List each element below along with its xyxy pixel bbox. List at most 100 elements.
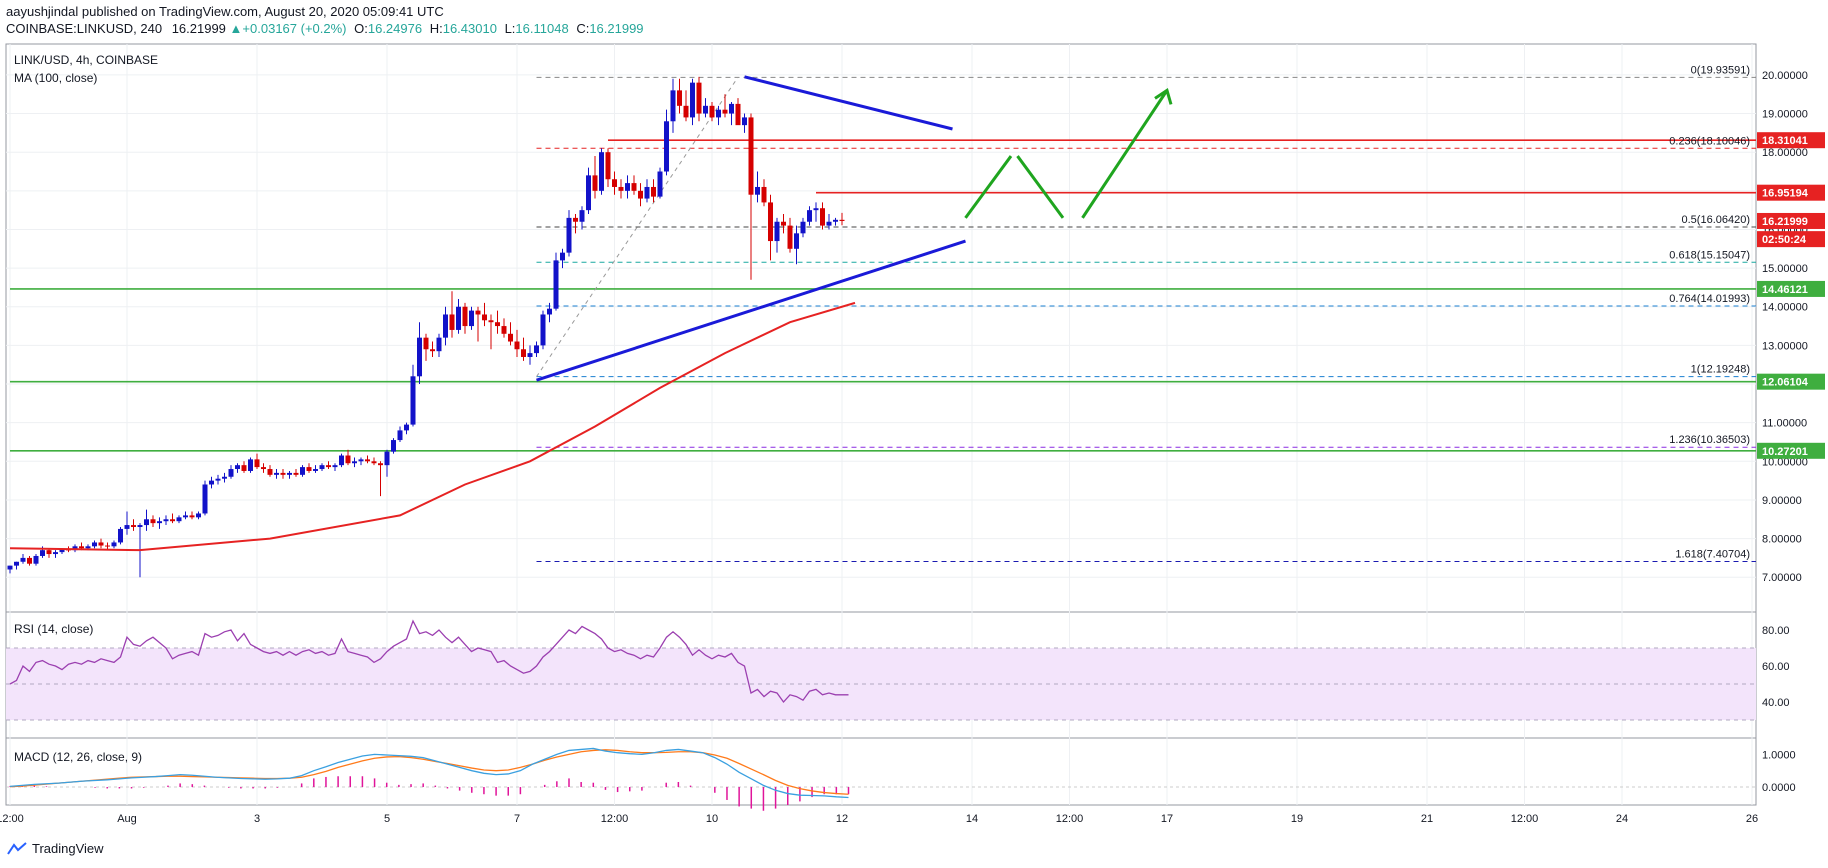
candle-body: [501, 326, 507, 334]
ma-label: MA (100, close): [14, 71, 97, 85]
projection-arrow: [1016, 155, 1065, 219]
candle-body: [241, 465, 247, 471]
candle-body: [261, 467, 266, 470]
candle-body: [449, 314, 455, 330]
price-tag-box: [1757, 373, 1825, 390]
candle-body: [85, 546, 91, 549]
candle-body: [293, 472, 299, 475]
candle-body: [339, 455, 344, 466]
time-tick-label: 12:00: [1511, 813, 1539, 825]
trendline: [536, 239, 966, 382]
candle-body: [131, 525, 136, 527]
candle-body: [371, 461, 377, 464]
candle-body: [404, 424, 409, 431]
candle-body: [111, 542, 117, 547]
price-tag-label: 10.27201: [1762, 446, 1808, 458]
candle-body: [573, 217, 578, 222]
candle-body: [319, 465, 325, 470]
candle-body: [118, 528, 123, 543]
moving-average-series: [9, 301, 856, 552]
candle-body: [170, 519, 175, 522]
time-tick-label: 12:00: [0, 813, 24, 825]
price-tag-box: [1757, 132, 1825, 149]
candle-body: [163, 519, 169, 522]
candle-body: [644, 186, 650, 199]
candle-body: [235, 465, 240, 470]
fibonacci-levels: 0(19.93591) 0.236(18.10046) 0.5(16.06420) 0…: [536, 64, 1756, 562]
candle-body: [657, 171, 663, 197]
footer-brand[interactable]: TradingView: [6, 841, 104, 856]
time-tick-label: Aug: [117, 813, 137, 825]
candle-body: [27, 557, 32, 564]
candle-body: [709, 105, 715, 118]
candle-body: [410, 376, 416, 425]
candle-body: [553, 260, 559, 309]
candle-body: [807, 210, 812, 222]
candle-body: [248, 459, 253, 471]
rsi-tick-label: 80.00: [1762, 625, 1790, 637]
time-tick-label: 3: [254, 813, 260, 825]
projection-arrows: [964, 87, 1173, 219]
candle-body: [664, 121, 669, 172]
price-tick-label: 11.00000: [1762, 418, 1807, 430]
price-tick-label: 15.00000: [1762, 263, 1808, 275]
time-tick-label: 12:00: [601, 813, 629, 825]
candle-body: [742, 117, 747, 126]
time-tick-label: 14: [966, 813, 978, 825]
fib-level-label: 0.618(15.15047): [1669, 249, 1750, 261]
price-tags: 18.31041 16.95194 16.21999 02:50:24 14.46121…: [1757, 132, 1825, 459]
candle-body: [755, 186, 760, 195]
candle-body: [280, 472, 286, 475]
candle-body: [443, 314, 448, 338]
candle-body: [215, 478, 221, 481]
candle-body: [495, 322, 500, 327]
rsi-tick-label: 40.00: [1762, 697, 1790, 709]
candle-body: [157, 521, 162, 524]
price-tag-box: [1757, 280, 1825, 297]
candle-body: [612, 179, 617, 187]
trendlines: [536, 75, 966, 382]
time-tick-label: 12: [836, 813, 848, 825]
low-label: L:: [504, 21, 516, 36]
candle-body: [560, 252, 565, 261]
candle-body: [735, 103, 741, 126]
fib-level-label: 0(19.93591): [1691, 64, 1750, 76]
candle-body: [696, 82, 702, 114]
price-tick-label: 7.00000: [1762, 572, 1802, 584]
candle-body: [761, 186, 767, 203]
candle-body: [254, 459, 260, 468]
candle-body: [670, 90, 676, 122]
candle-body: [20, 557, 26, 562]
candle-body: [800, 221, 806, 234]
low-value: 16.11048: [515, 21, 569, 36]
candle-body: [716, 109, 721, 118]
candle-body: [228, 469, 234, 477]
time-tick-label: 26: [1746, 813, 1758, 825]
symbol-label: COINBASE:LINKUSD, 240: [6, 21, 163, 36]
close-label: C:: [576, 21, 590, 36]
candle-body: [378, 463, 383, 466]
time-tick-label: 17: [1161, 813, 1173, 825]
publish-line: aayushjindal published on TradingView.co…: [6, 4, 444, 19]
horizontal-levels: [10, 139, 1756, 452]
candle-body: [787, 225, 793, 249]
projection-arrow: [964, 155, 1013, 219]
candle-body: [423, 337, 429, 350]
rsi-pane: [6, 619, 1756, 721]
candle-body: [456, 306, 461, 330]
price-tag-box: [1757, 212, 1825, 229]
ohlc-line: COINBASE:LINKUSD, 240 16.21999 ▲+0.03167…: [6, 21, 648, 36]
candle-body: [124, 525, 130, 529]
candle-body: [98, 542, 104, 546]
candle-body: [384, 451, 390, 466]
price-tag-label: 02:50:24: [1762, 234, 1807, 246]
publisher-name[interactable]: aayushjindal: [6, 4, 79, 19]
rsi-label: RSI (14, close): [14, 622, 93, 636]
candle-body: [7, 565, 13, 570]
candle-body: [482, 314, 487, 321]
candle-body: [46, 550, 52, 555]
candle-body: [703, 105, 708, 114]
candle-body: [397, 430, 403, 441]
candle-body: [469, 310, 474, 327]
